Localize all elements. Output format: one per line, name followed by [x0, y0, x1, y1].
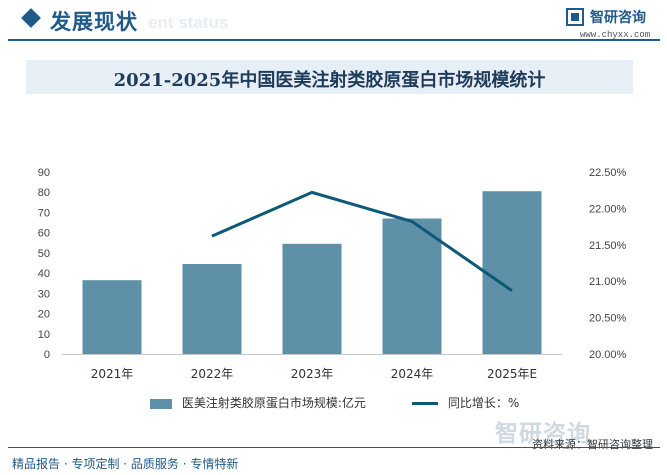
legend-label-growth: 同比增长：%: [447, 396, 520, 410]
brand-name: 智研咨询: [590, 10, 646, 26]
y-right-tick-label: 22.00%: [589, 203, 627, 215]
section-title: 发展现状: [50, 10, 138, 34]
section-subtitle-en: ent status: [148, 13, 229, 32]
y-left-tick-label: 40: [38, 268, 50, 280]
x-tick-label: 2025年E: [487, 367, 537, 381]
legend-label-market-size: 医美注射类胶原蛋白市场规模:亿元: [181, 396, 366, 410]
bar: [82, 280, 142, 354]
x-tick-label: 2023年: [291, 367, 334, 381]
y-left-tick-label: 60: [38, 228, 50, 240]
bar: [282, 243, 342, 354]
header-divider: [8, 39, 660, 41]
header: 发展现状 ent status 智研咨询 www.chyxx.com: [0, 0, 667, 44]
y-left-tick-label: 90: [38, 167, 50, 179]
y-left-tick-label: 30: [38, 288, 50, 300]
legend-bar-swatch: [150, 398, 172, 409]
x-tick-label: 2021年: [91, 367, 134, 381]
logo-icon: [566, 8, 584, 26]
chart-title-band: 2021-2025年中国医美注射类胶原蛋白市场规模统计: [26, 60, 633, 94]
watermark-brand: 智研咨询: [495, 421, 591, 447]
y-right-tick-label: 20.50%: [589, 313, 627, 325]
source-note: 资料来源：智研咨询整理: [532, 438, 653, 451]
y-right-tick-label: 22.50%: [589, 167, 627, 179]
y-left-tick-label: 70: [38, 207, 50, 219]
legend-item-growth: 同比增长：%: [412, 394, 519, 411]
y-right-tick-label: 20.00%: [589, 349, 627, 361]
y-left-tick-label: 80: [38, 187, 50, 199]
brand-url: www.chyxx.com: [580, 30, 651, 40]
legend-line-swatch: [412, 402, 438, 405]
legend-item-market-size: 医美注射类胶原蛋白市场规模:亿元: [150, 394, 366, 411]
footer-divider: [8, 447, 660, 448]
growth-line: [211, 190, 513, 292]
chart-title: 2021-2025年中国医美注射类胶原蛋白市场规模统计: [113, 70, 546, 91]
footer-services: 精品报告 · 专项定制 · 品质服务 · 专情特新: [12, 457, 239, 471]
y-left-tick-label: 0: [44, 349, 50, 361]
x-tick-label: 2022年: [191, 367, 234, 381]
y-left-tick-label: 50: [38, 248, 50, 260]
y-left-tick-label: 20: [38, 309, 50, 321]
y-right-tick-label: 21.00%: [589, 276, 627, 288]
y-right-tick-label: 21.50%: [589, 240, 627, 252]
bar: [182, 264, 242, 354]
x-tick-label: 2024年: [391, 367, 434, 381]
y-left-tick-label: 10: [38, 329, 50, 341]
bar: [482, 191, 542, 354]
bar: [382, 218, 442, 354]
